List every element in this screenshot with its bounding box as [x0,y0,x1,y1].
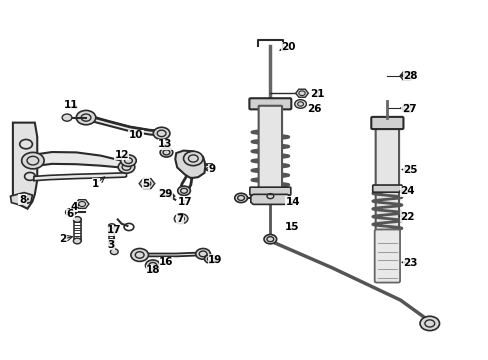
Polygon shape [175,150,205,178]
Polygon shape [34,172,126,181]
Circle shape [110,227,118,233]
Circle shape [21,152,44,169]
Polygon shape [140,252,203,256]
FancyBboxPatch shape [375,122,398,233]
FancyBboxPatch shape [249,187,290,195]
Circle shape [419,316,439,330]
FancyBboxPatch shape [370,117,403,129]
Text: 10: 10 [129,130,143,140]
Text: 25: 25 [402,165,417,175]
Polygon shape [13,123,37,209]
Text: 19: 19 [207,255,222,265]
Text: 13: 13 [158,139,172,149]
FancyBboxPatch shape [372,185,401,192]
Text: 8: 8 [19,195,26,205]
Text: 9: 9 [208,164,215,174]
Text: 21: 21 [310,89,324,99]
Text: 7: 7 [176,215,183,224]
Circle shape [73,238,81,244]
Text: 5: 5 [142,179,149,189]
Circle shape [264,234,276,244]
Polygon shape [399,72,413,80]
Circle shape [160,148,172,157]
FancyBboxPatch shape [374,229,399,283]
Text: 24: 24 [400,186,414,197]
Circle shape [264,192,276,201]
Circle shape [121,155,136,166]
Circle shape [204,255,216,263]
Text: 15: 15 [285,222,299,231]
Circle shape [195,248,210,259]
Text: 17: 17 [106,225,121,235]
FancyBboxPatch shape [249,98,291,109]
Circle shape [118,161,135,173]
Text: 12: 12 [114,150,129,160]
Circle shape [73,217,81,222]
Circle shape [234,193,247,203]
Text: 17: 17 [177,197,192,207]
Circle shape [76,111,96,125]
FancyBboxPatch shape [258,106,282,197]
Polygon shape [139,179,155,189]
Text: 16: 16 [159,257,173,267]
Text: 6: 6 [67,209,74,219]
Text: 29: 29 [158,189,172,199]
Polygon shape [250,194,289,204]
Text: 27: 27 [401,104,416,114]
Text: 22: 22 [400,212,414,221]
Polygon shape [295,89,308,97]
Polygon shape [86,116,161,135]
Text: 11: 11 [64,100,79,110]
Text: 1: 1 [92,179,99,189]
Circle shape [62,114,72,121]
Polygon shape [75,200,89,208]
Polygon shape [32,152,126,170]
Polygon shape [10,193,32,205]
Text: 14: 14 [285,197,300,207]
Circle shape [131,248,148,261]
Text: 18: 18 [146,265,160,275]
Text: 28: 28 [402,71,417,81]
Circle shape [174,214,187,224]
Circle shape [294,100,306,108]
Text: 20: 20 [281,42,295,52]
Circle shape [183,151,203,166]
Text: 2: 2 [60,234,66,244]
Circle shape [145,260,160,271]
Text: 26: 26 [307,104,321,114]
Circle shape [177,186,190,195]
Text: 3: 3 [107,239,114,249]
Circle shape [110,249,118,255]
Text: 4: 4 [70,202,78,212]
Circle shape [153,127,169,139]
Circle shape [108,224,116,229]
Polygon shape [401,104,413,112]
Text: 23: 23 [402,258,417,268]
Circle shape [65,209,75,216]
